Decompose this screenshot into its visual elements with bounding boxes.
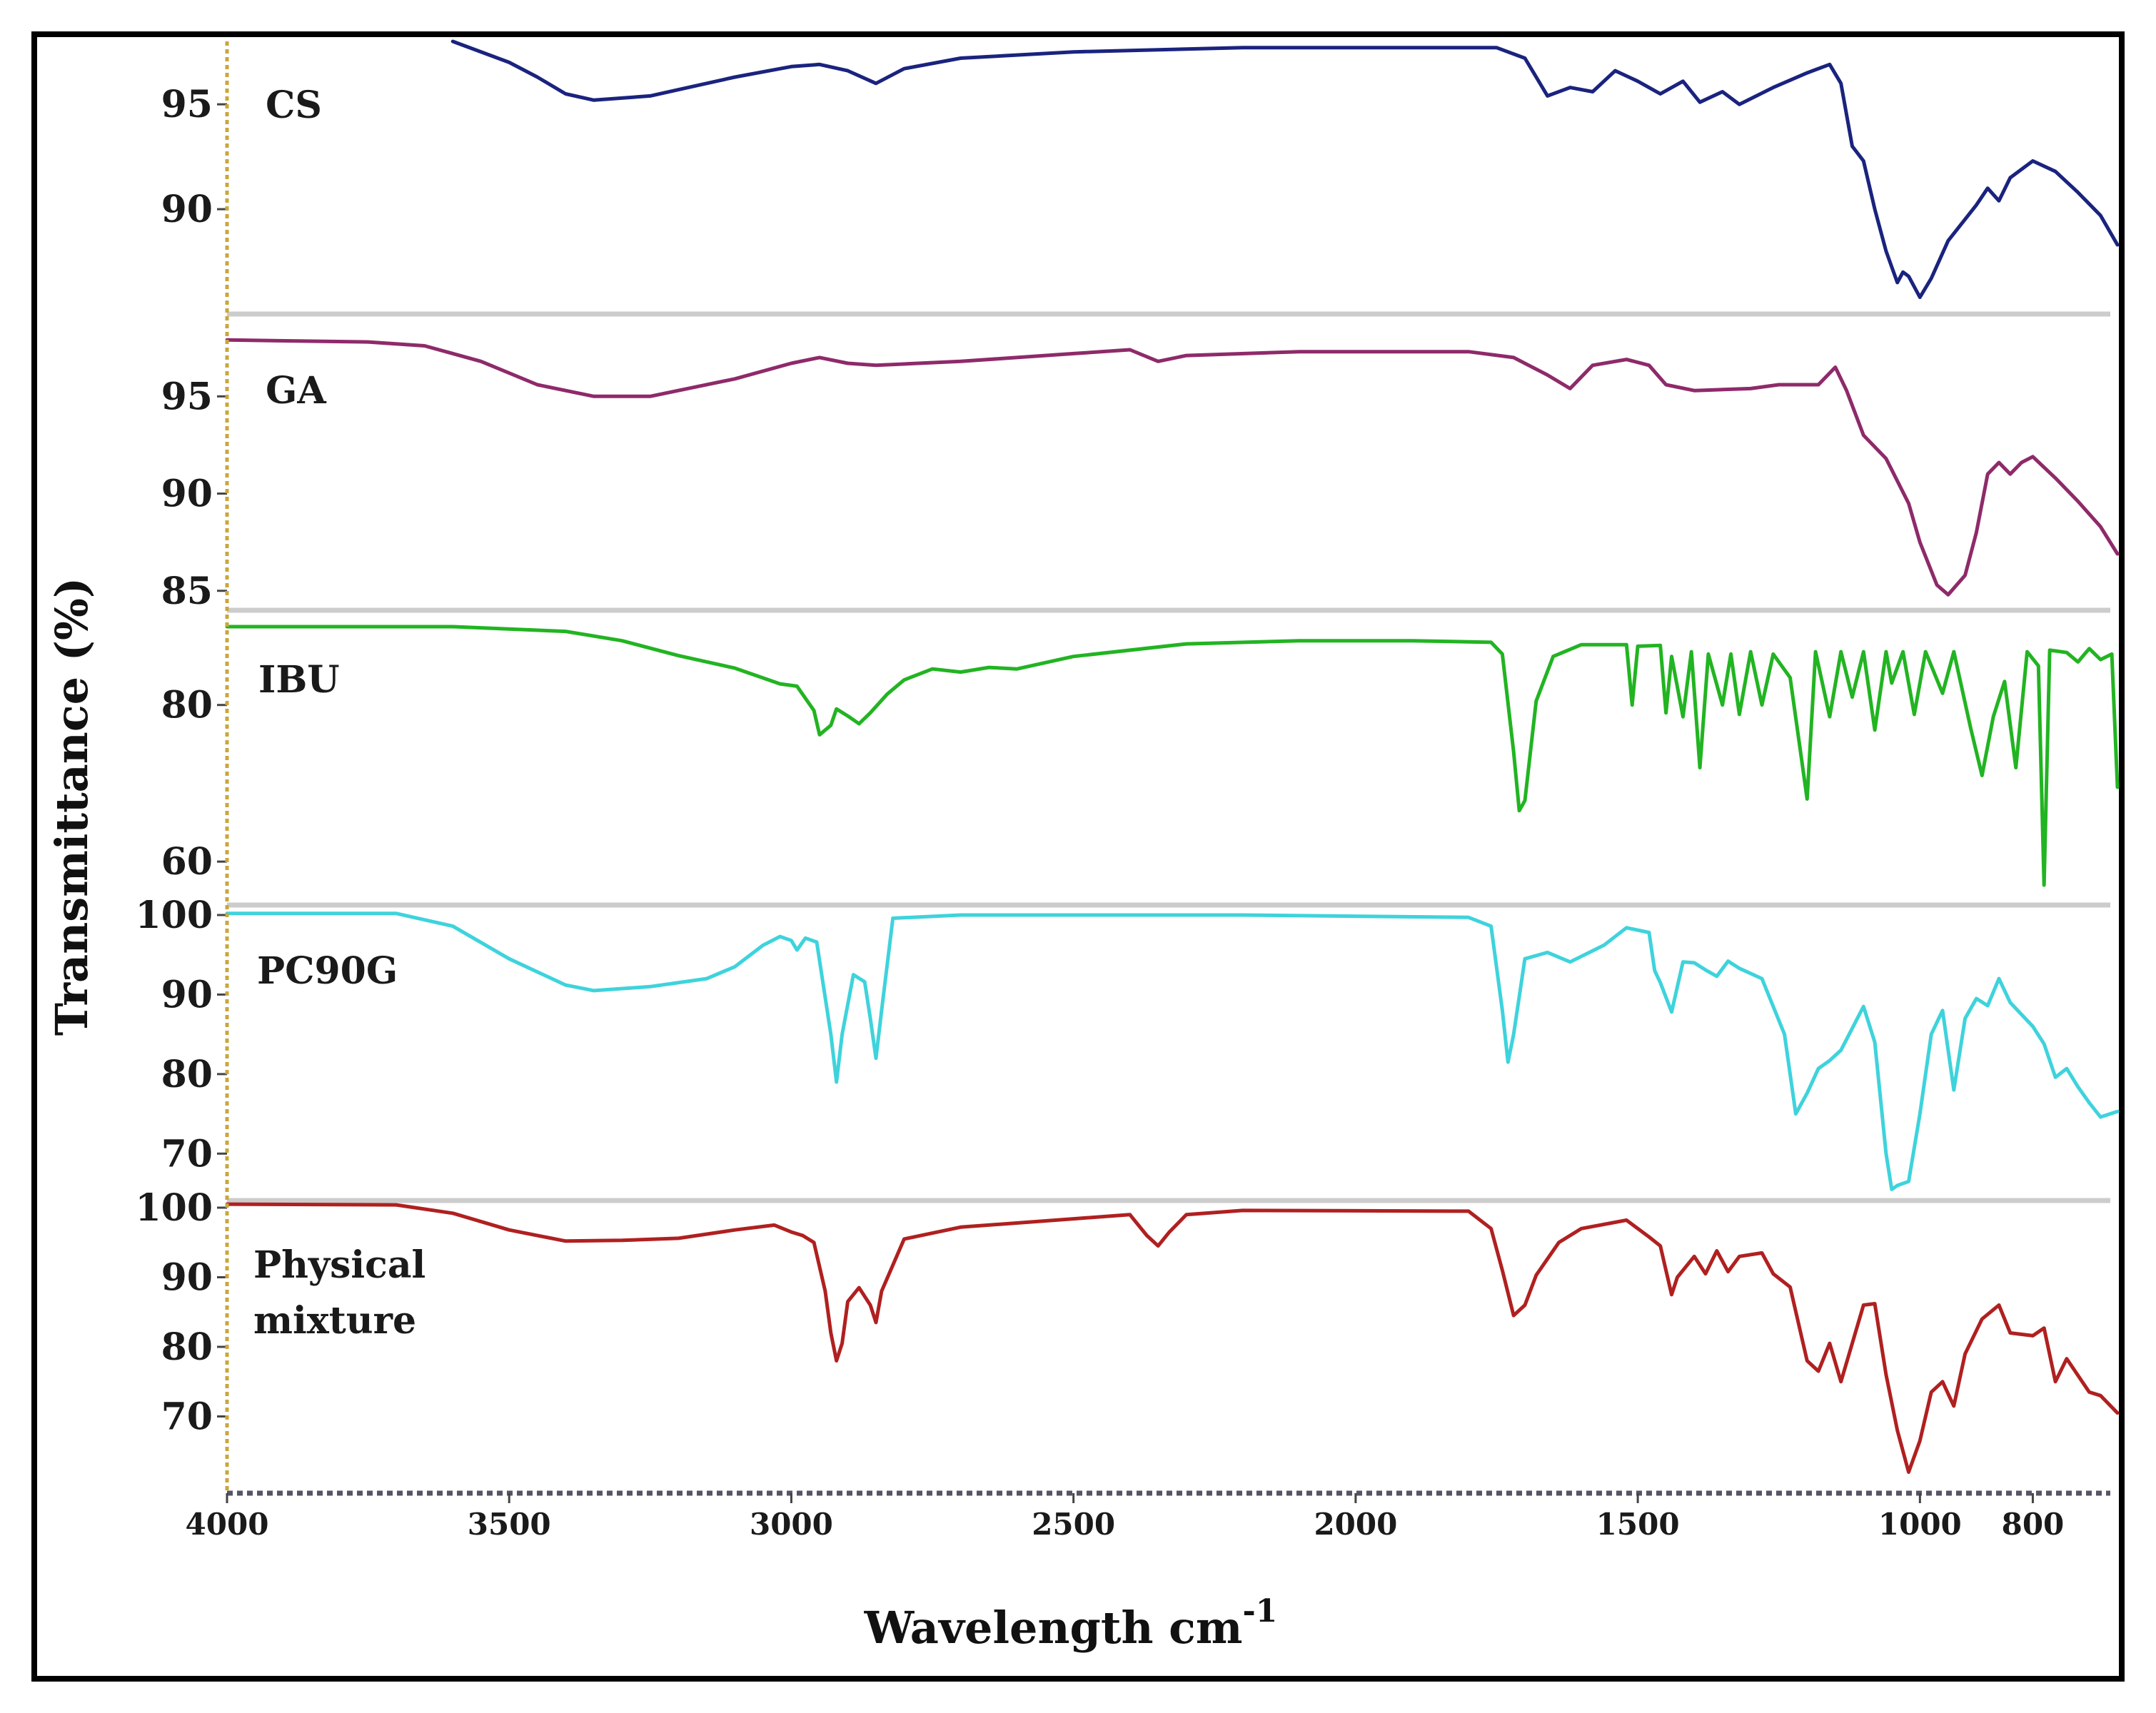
x-axis-title: Wavelength cm-1 bbox=[864, 1593, 1278, 1654]
series-line bbox=[225, 338, 2120, 597]
y-tick-label: 60 bbox=[161, 840, 213, 884]
series-line bbox=[225, 1202, 2120, 1474]
series-line bbox=[225, 625, 2120, 887]
y-tick-label: 80 bbox=[161, 684, 213, 727]
series-label: Physical mixture bbox=[253, 1243, 425, 1343]
series-label-line: GA bbox=[266, 369, 326, 413]
y-tick-label: 90 bbox=[161, 973, 213, 1016]
series-label-line: mixture bbox=[253, 1299, 416, 1343]
y-tick-label: 90 bbox=[161, 473, 213, 516]
series-label: GA bbox=[266, 369, 326, 413]
series-label-line: CS bbox=[266, 84, 322, 127]
y-tick-label: 100 bbox=[135, 1186, 213, 1230]
x-tick-label: 4000 bbox=[186, 1507, 269, 1542]
x-axis-title-superscript: -1 bbox=[1243, 1593, 1278, 1629]
y-tick-label: 90 bbox=[161, 1256, 213, 1300]
y-ticks-layer: 95 90 95 90 85 80 60 100 90 80 70 100 90 80 70 bbox=[135, 83, 227, 1439]
series-label: IBU bbox=[258, 658, 340, 702]
x-tick-label: 3000 bbox=[750, 1507, 833, 1542]
series-layer bbox=[225, 39, 2120, 1474]
chart-frame bbox=[31, 31, 2125, 1682]
x-tick-label: 2500 bbox=[1032, 1507, 1115, 1542]
x-tick-label: 800 bbox=[2002, 1507, 2065, 1542]
y-tick-label: 70 bbox=[161, 1395, 213, 1439]
y-axis-title: Transmittance (%) bbox=[46, 577, 98, 1036]
x-tick-label: 1000 bbox=[1878, 1507, 1962, 1542]
y-tick-label: 80 bbox=[161, 1325, 213, 1369]
y-tick-label: 85 bbox=[161, 570, 213, 613]
series-label: PC90G bbox=[257, 949, 398, 993]
y-tick-label: 95 bbox=[161, 375, 213, 418]
y-tick-label: 100 bbox=[135, 894, 213, 937]
y-tick-label: 80 bbox=[161, 1053, 213, 1096]
y-tick-label: 95 bbox=[161, 83, 213, 126]
series-label-line: PC90G bbox=[257, 949, 398, 993]
x-axis-title-text: Wavelength cm bbox=[864, 1602, 1243, 1654]
y-tick-label: 70 bbox=[161, 1132, 213, 1176]
panel-separators bbox=[227, 311, 2110, 1203]
series-line bbox=[225, 911, 2120, 1191]
x-axis-layer: 4000 3500 3000 2500 2000 1500 1000 800 bbox=[186, 41, 2110, 1542]
series-labels-layer: CS GA IBU PC90G Physical mixture bbox=[253, 84, 425, 1343]
series-line bbox=[450, 39, 2120, 299]
y-tick-label: 90 bbox=[161, 188, 213, 231]
x-tick-label: 2000 bbox=[1314, 1507, 1397, 1542]
x-tick-label: 1500 bbox=[1596, 1507, 1680, 1542]
series-label-line: Physical bbox=[253, 1243, 425, 1287]
x-tick-label: 3500 bbox=[468, 1507, 551, 1542]
series-label-line: IBU bbox=[258, 658, 340, 702]
series-label: CS bbox=[266, 84, 322, 127]
